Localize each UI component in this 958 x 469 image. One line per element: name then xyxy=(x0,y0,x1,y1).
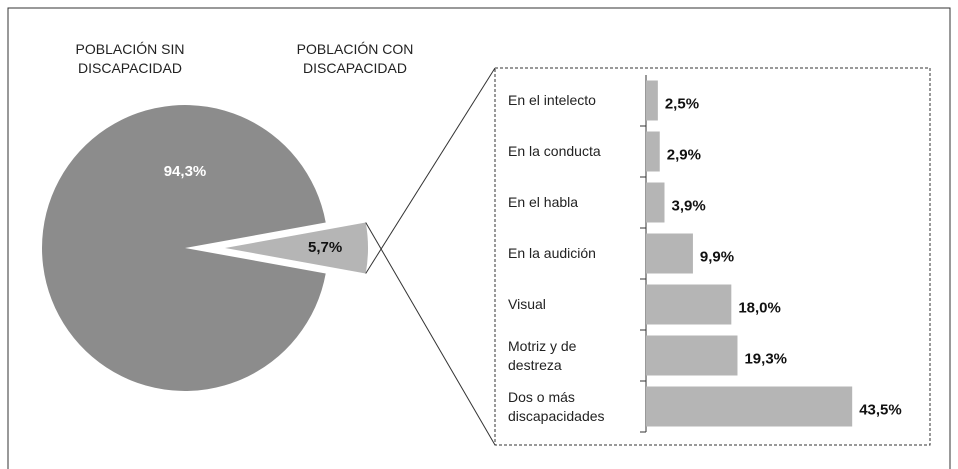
frame xyxy=(7,7,951,469)
bar-category: En la conducta xyxy=(508,143,601,159)
value-label: 5,7% xyxy=(308,239,342,256)
connector xyxy=(365,67,496,274)
bar-category: En la audición xyxy=(508,245,596,261)
bar-category: Motriz y de destreza xyxy=(508,337,577,373)
value-label: 2,9% xyxy=(667,146,701,163)
detail-box xyxy=(494,67,931,446)
bar xyxy=(646,284,732,325)
value-label: 3,9% xyxy=(671,197,705,214)
bar xyxy=(646,80,658,121)
bar xyxy=(646,386,853,427)
pie-slice xyxy=(225,222,368,274)
bar-category: En el habla xyxy=(508,194,579,210)
bar-category: Dos o más discapacidades xyxy=(508,388,605,424)
value-label: 9,9% xyxy=(700,248,734,265)
pie-category: POBLACIÓN CON DISCAPACIDAD xyxy=(296,41,414,76)
value-label: 18,0% xyxy=(738,299,781,316)
bar xyxy=(646,182,665,223)
bar-category: Visual xyxy=(508,296,546,312)
value-label: 94,3% xyxy=(164,163,207,180)
pie-category: POBLACIÓN SIN DISCAPACIDAD xyxy=(75,41,185,76)
pie-slice xyxy=(42,105,326,391)
bar xyxy=(646,131,660,172)
value-label: 19,3% xyxy=(744,350,787,367)
bar xyxy=(646,233,693,274)
value-label: 43,5% xyxy=(859,401,902,418)
value-label: 2,5% xyxy=(665,95,699,112)
connector xyxy=(365,222,496,446)
bar-category: En el intelecto xyxy=(508,92,596,108)
bar xyxy=(646,335,738,376)
